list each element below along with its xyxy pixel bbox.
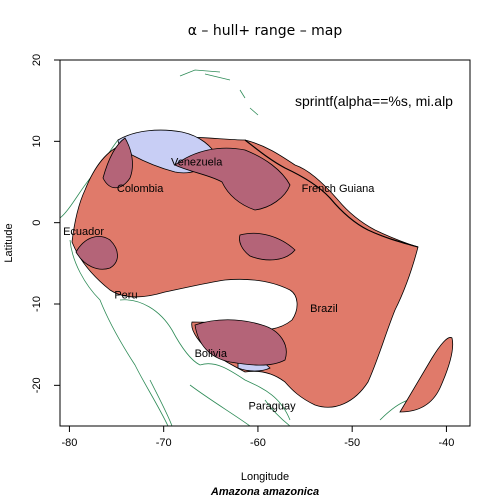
border-brazil-bolivia [199, 363, 291, 421]
x-tick-label: -80 [61, 437, 77, 449]
range-polygon-main [71, 137, 419, 408]
coastline-caribbean-islands [179, 69, 259, 116]
coastline-south-pacific [69, 239, 169, 426]
map-layer [60, 69, 454, 426]
x-tick-label: -60 [250, 437, 266, 449]
y-axis: -20 -10 0 10 20 [31, 54, 60, 393]
country-label: Bolivia [195, 348, 228, 360]
chart-title: α – hull+ range – map [188, 23, 343, 39]
overlap-venezuela-colombia [102, 137, 133, 189]
country-label: Paraguay [249, 401, 297, 413]
country-label: Peru [114, 289, 137, 301]
y-tick-label: 0 [31, 220, 43, 226]
overlap-venezuela-east [174, 147, 291, 211]
border-argentina-paraguay [189, 384, 291, 426]
x-axis: -80 -70 -60 -50 -40 [61, 426, 454, 449]
x-axis-title: Longitude [241, 471, 289, 483]
country-label: French Guiana [302, 183, 376, 195]
country-label: Colombia [117, 183, 164, 195]
x-tick-label: -50 [344, 437, 360, 449]
x-tick-label: -40 [438, 437, 454, 449]
overlap-ecuador [75, 236, 118, 270]
y-axis-title: Latitude [3, 223, 15, 262]
border-chile [149, 379, 173, 426]
overlap-amazon-blob [239, 232, 296, 261]
overlap-bolivia [194, 319, 287, 366]
plot-frame [59, 59, 471, 427]
alpha-annotation: sprintf(alpha==%s, mi.alp [295, 93, 453, 109]
y-tick-label: 10 [31, 135, 43, 147]
y-tick-label: 20 [31, 54, 43, 66]
y-tick-label: -20 [31, 377, 43, 393]
range-polygon-south-coast [399, 337, 454, 413]
country-labels: Venezuela Colombia French Guiana Ecuador Per… [63, 157, 375, 413]
coastline-northeast [244, 139, 419, 248]
species-subtitle: Amazona amazonica [210, 486, 319, 498]
country-label: Ecuador [63, 226, 104, 238]
country-label: Venezuela [171, 157, 223, 169]
border-peru-bolivia [119, 299, 201, 366]
country-label: Brazil [310, 303, 338, 315]
y-tick-label: -10 [31, 296, 43, 312]
x-tick-label: -70 [156, 437, 172, 449]
